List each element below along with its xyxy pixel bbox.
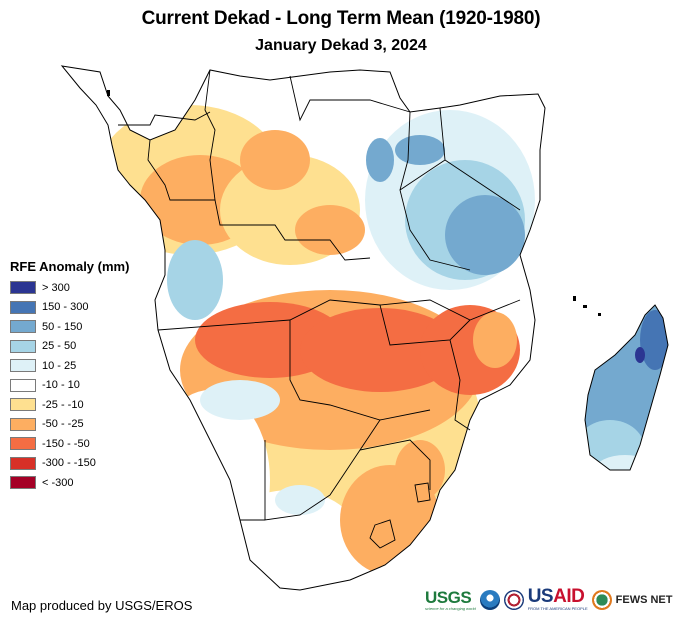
madagascar (585, 305, 668, 470)
legend-label: -25 - -10 (42, 398, 84, 411)
legend-label: 25 - 50 (42, 340, 77, 353)
map-subtitle: January Dekad 3, 2024 (255, 37, 427, 54)
legend-swatch (10, 476, 36, 490)
legend-item: < -300 (10, 473, 129, 493)
fews-net-logo: FEWS NET (615, 593, 673, 606)
country-borders (118, 69, 521, 549)
legend-swatch (10, 320, 36, 334)
legend-item: -150 - -50 (10, 434, 129, 454)
legend-label: -50 - -25 (42, 418, 84, 431)
zone-angola-coast-blue (167, 240, 223, 320)
legend-label: 150 - 300 (42, 301, 89, 314)
zone-uganda-blue (395, 135, 445, 165)
legend-swatch (10, 417, 36, 431)
noaa-logo-icon (479, 589, 500, 610)
legend-swatch (10, 300, 36, 314)
legend-label: 50 - 150 (42, 320, 83, 333)
legend-swatch (10, 398, 36, 412)
legend-swatch (10, 437, 36, 451)
usaid-seal-icon (503, 589, 524, 610)
zone-sa-blue (275, 485, 325, 515)
legend-item: 50 - 150 (10, 317, 129, 337)
legend-item: 150 - 300 (10, 298, 129, 318)
credit-text: Map produced by USGS/EROS (11, 598, 193, 613)
zone-central-orange-2 (295, 205, 365, 255)
legend-item: > 300 (10, 278, 129, 298)
zone-tanzania-blue (445, 195, 525, 275)
map-title: Current Dekad - Long Term Mean (1920-198… (141, 8, 541, 29)
legend-swatch (10, 378, 36, 392)
madagascar-coast (584, 304, 669, 471)
legend-item: 10 - 25 (10, 356, 129, 376)
legend-swatch (10, 281, 36, 295)
legend-swatch (10, 456, 36, 470)
legend-label: -300 - -150 (42, 457, 96, 470)
legend-title: RFE Anomaly (mm) (10, 259, 130, 274)
zone-moz-coast-light (473, 312, 517, 368)
legend-item: -50 - -25 (10, 415, 129, 435)
fews-globe-icon (591, 589, 612, 610)
zone-namibia-light (200, 380, 280, 420)
legend-swatch (10, 339, 36, 353)
usaid-logo: USAID FROM THE AMERICAN PEOPLE (527, 586, 588, 611)
partner-logos: USGS science for a changing world USAID … (425, 586, 673, 611)
legend-label: 10 - 25 (42, 359, 77, 372)
legend-item: 25 - 50 (10, 337, 129, 357)
coastline (60, 65, 546, 591)
zone-moz-south (395, 440, 445, 500)
zone-drc-east-blue (366, 138, 394, 182)
legend-swatch (10, 359, 36, 373)
legend-label: > 300 (42, 281, 70, 294)
islands (107, 90, 601, 316)
legend: RFE Anomaly (mm) > 300 150 - 300 50 - 150 2… (10, 259, 129, 493)
zone-south-red-2 (300, 308, 460, 392)
zone-central-orange (240, 130, 310, 190)
legend-item: -300 - -150 (10, 454, 129, 474)
legend-label: -10 - 10 (42, 379, 80, 392)
legend-label: < -300 (42, 476, 74, 489)
legend-item: -10 - 10 (10, 376, 129, 396)
usgs-logo: USGS science for a changing world (425, 587, 476, 611)
legend-item: -25 - -10 (10, 395, 129, 415)
legend-label: -150 - -50 (42, 437, 90, 450)
